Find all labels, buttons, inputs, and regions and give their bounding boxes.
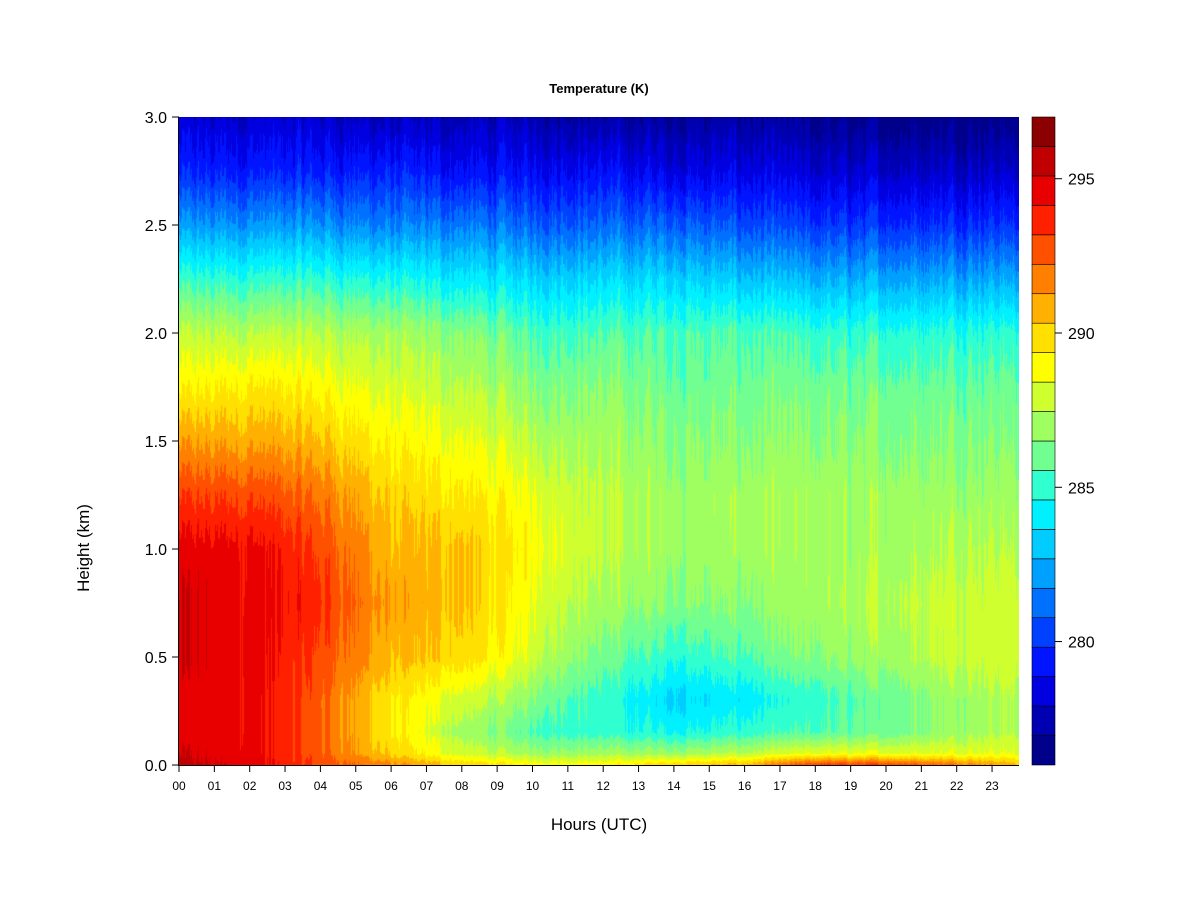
colorbar-segment [1031, 499, 1056, 530]
colorbar-segment [1031, 293, 1056, 324]
colorbar-segment [1031, 440, 1056, 471]
x-tick-label: 02 [243, 779, 257, 793]
y-tick-label: 0.0 [145, 758, 167, 775]
x-tick-label: 08 [455, 779, 469, 793]
x-tick-label: 12 [597, 779, 611, 793]
x-tick-label: 05 [349, 779, 363, 793]
colorbar-segment [1031, 175, 1056, 206]
heatmap-field [179, 117, 1019, 765]
colorbar-segment [1031, 411, 1056, 442]
y-tick-label: 3.0 [145, 110, 167, 127]
colorbar-segment [1031, 322, 1056, 353]
x-tick-label: 04 [314, 779, 328, 793]
x-tick-label: 14 [667, 779, 681, 793]
y-tick-label: 2.0 [145, 326, 167, 343]
colorbar-segment [1031, 735, 1056, 766]
colorbar-segment [1031, 676, 1056, 707]
x-tick-label: 21 [915, 779, 929, 793]
colorbar-segment [1031, 381, 1056, 412]
y-tick-label: 1.5 [145, 434, 167, 451]
x-axis-label: Hours (UTC) [551, 815, 647, 834]
x-tick-label: 01 [208, 779, 222, 793]
x-tick-label: 06 [384, 779, 398, 793]
y-tick-label: 2.5 [145, 218, 167, 235]
x-tick-label: 23 [985, 779, 999, 793]
colorbar-segment [1031, 470, 1056, 501]
colorbar-segment [1031, 352, 1056, 383]
y-axis-label: Height (km) [74, 504, 93, 592]
x-tick-label: 19 [844, 779, 858, 793]
colorbar-segment [1031, 705, 1056, 736]
x-tick-label: 11 [562, 779, 575, 793]
y-axis: 0.0 0.5 1.0 1.5 2.0 2.5 3.0 [145, 110, 179, 775]
x-tick-label: 22 [950, 779, 964, 793]
x-tick-label: 09 [490, 779, 504, 793]
heatmap-plot-area [179, 117, 1019, 765]
x-tick-label: 00 [172, 779, 186, 793]
colorbar-tick-label: 295 [1068, 172, 1095, 189]
chart-title: Temperature (K) [549, 81, 648, 96]
colorbar-segment [1031, 234, 1056, 265]
colorbar-segment [1031, 558, 1056, 589]
y-tick-label: 1.0 [145, 542, 167, 559]
x-tick-label: 15 [703, 779, 717, 793]
colorbar-segment [1031, 146, 1056, 177]
colorbar [1031, 116, 1056, 766]
x-tick-label: 18 [809, 779, 823, 793]
x-tick-label: 17 [773, 779, 787, 793]
colorbar-segment [1031, 617, 1056, 648]
colorbar-tick-label: 290 [1068, 326, 1095, 343]
x-tick-label: 03 [278, 779, 292, 793]
colorbar-ticks: 280 285 290 295 [1055, 172, 1095, 652]
colorbar-segment [1031, 205, 1056, 236]
colorbar-tick-label: 280 [1068, 635, 1095, 652]
x-tick-label: 13 [632, 779, 646, 793]
colorbar-segment [1031, 116, 1056, 147]
colorbar-segment [1031, 587, 1056, 619]
colorbar-segment [1031, 529, 1056, 560]
x-tick-label: 10 [526, 779, 540, 793]
x-tick-label: 07 [420, 779, 434, 793]
colorbar-segment [1031, 263, 1056, 295]
x-tick-label: 20 [879, 779, 893, 793]
x-axis: 00 01 02 03 04 05 06 07 08 09 10 11 12 13 14 15 16 17 18 19… [172, 765, 1019, 793]
y-tick-label: 0.5 [145, 650, 167, 667]
colorbar-tick-label: 285 [1068, 480, 1095, 497]
x-tick-label: 16 [738, 779, 752, 793]
colorbar-segment [1031, 646, 1056, 677]
